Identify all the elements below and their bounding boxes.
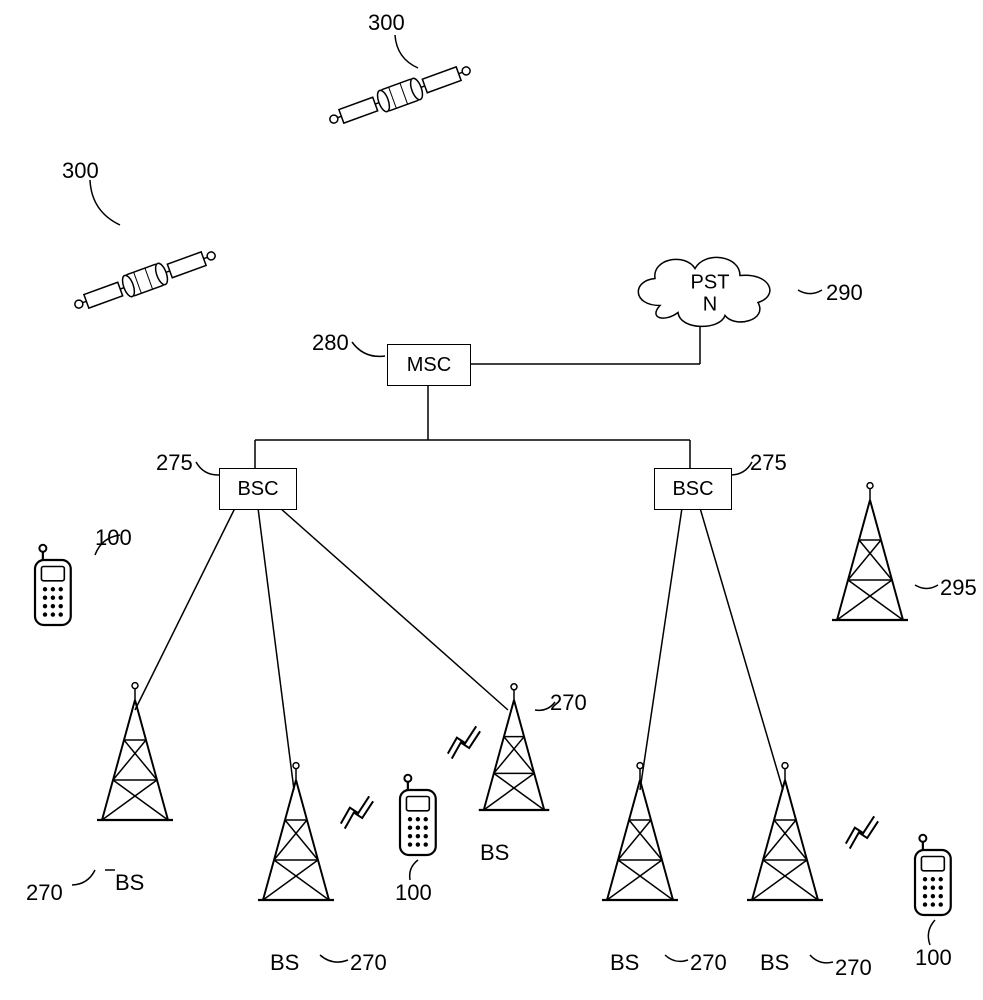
bsc-right-label: BSC [672, 478, 713, 501]
tower-2-bs-label: BS [480, 840, 509, 866]
tower-0-ref-label: 270 [26, 880, 63, 906]
tower-4-ref-label: 270 [835, 955, 872, 981]
tower-5-ref-label: 295 [940, 575, 977, 601]
msc-label: MSC [407, 354, 451, 377]
phone-0-ref-label: 100 [95, 525, 132, 551]
tower-4-bs-label: BS [760, 950, 789, 976]
bsc-right-box: BSC [654, 468, 732, 510]
tower-0-bs-label: BS [115, 870, 144, 896]
satellite-1-ref-label: 300 [62, 158, 99, 184]
bsc-left-box: BSC [219, 468, 297, 510]
tower-3-bs-label: BS [610, 950, 639, 976]
cloud-ref-label: 290 [826, 280, 863, 306]
tower-1-ref-label: 270 [350, 950, 387, 976]
phone-1-ref-label: 100 [395, 880, 432, 906]
bsc-left-label: BSC [237, 478, 278, 501]
phone-2-ref-label: 100 [915, 945, 952, 971]
msc-box: MSC [387, 344, 471, 386]
tower-2-ref-label: 270 [550, 690, 587, 716]
tower-3-ref-label: 270 [690, 950, 727, 976]
msc-ref-label: 280 [312, 330, 349, 356]
svg-text:N: N [703, 294, 717, 316]
bsc-right-ref-label: 275 [750, 450, 787, 476]
svg-text:PST: PST [691, 272, 730, 294]
bsc-left-ref-label: 275 [156, 450, 193, 476]
tower-1-bs-label: BS [270, 950, 299, 976]
satellite-0-ref-label: 300 [368, 10, 405, 36]
